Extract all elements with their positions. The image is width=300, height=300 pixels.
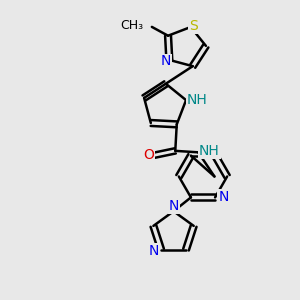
Text: CH₃: CH₃ bbox=[120, 19, 143, 32]
Text: N: N bbox=[169, 199, 179, 213]
Text: O: O bbox=[143, 148, 154, 162]
Text: NH: NH bbox=[199, 144, 220, 158]
Text: NH: NH bbox=[187, 93, 208, 107]
Text: N: N bbox=[160, 54, 171, 68]
Text: N: N bbox=[148, 244, 159, 258]
Text: N: N bbox=[218, 190, 229, 204]
Text: S: S bbox=[189, 20, 197, 33]
